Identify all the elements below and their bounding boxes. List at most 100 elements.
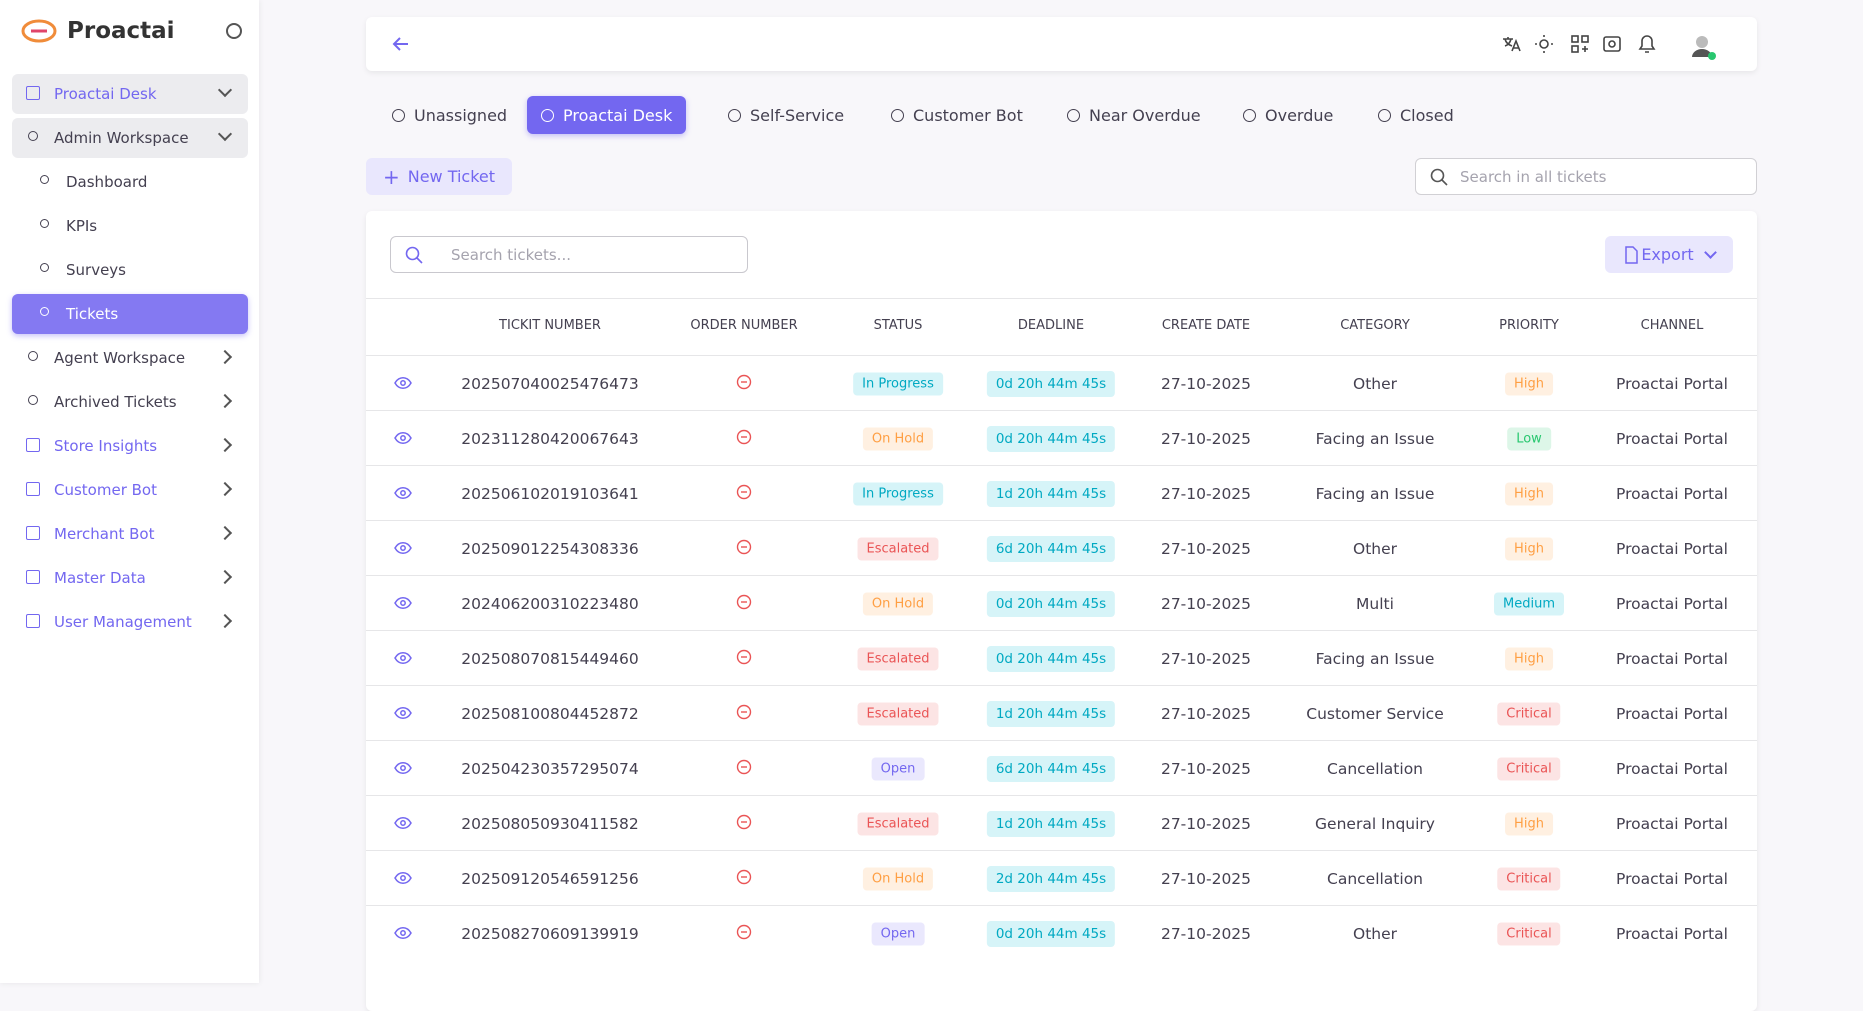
view-button[interactable] bbox=[394, 375, 412, 393]
eye-icon bbox=[394, 486, 412, 499]
eye-icon bbox=[394, 651, 412, 664]
cell-text: Facing an Issue bbox=[1315, 429, 1435, 448]
nav-item[interactable]: Dashboard bbox=[12, 162, 248, 202]
tab-icon bbox=[1243, 109, 1256, 122]
nav-item[interactable]: Archived Tickets bbox=[12, 382, 248, 422]
order-number-empty bbox=[736, 484, 752, 504]
nav-label: Proactai Desk bbox=[54, 85, 157, 103]
nav-item[interactable]: Tickets bbox=[12, 294, 248, 334]
cell-text: Proactai Portal bbox=[1616, 429, 1728, 448]
status-badge: Escalated bbox=[857, 647, 939, 670]
eye-icon bbox=[394, 431, 412, 444]
table-row: 202504230357295074 Open 6d 20h 44m 45s 27-1… bbox=[366, 740, 1757, 796]
priority-badge: Critical bbox=[1497, 867, 1561, 890]
view-button[interactable] bbox=[394, 485, 412, 503]
nav-item[interactable]: KPIs bbox=[12, 206, 248, 246]
nav-icon bbox=[26, 526, 40, 540]
view-button[interactable] bbox=[394, 595, 412, 613]
cell-text: 27-10-2025 bbox=[1160, 759, 1252, 778]
view-button[interactable] bbox=[394, 430, 412, 448]
empty-icon bbox=[736, 539, 752, 554]
order-number-empty bbox=[736, 594, 752, 614]
table-row: 202507040025476473 In Progress 0d 20h 44m … bbox=[366, 355, 1757, 411]
nav-label: User Management bbox=[54, 613, 192, 631]
global-search[interactable]: Search in all tickets bbox=[1415, 158, 1757, 195]
view-button[interactable] bbox=[394, 870, 412, 888]
tab[interactable]: Overdue bbox=[1229, 96, 1347, 134]
chevron bbox=[217, 569, 233, 585]
deadline-badge: 0d 20h 44m 45s bbox=[986, 920, 1116, 947]
priority-badge: High bbox=[1505, 537, 1553, 560]
priority-badge: High bbox=[1505, 372, 1553, 395]
deadline-badge: 0d 20h 44m 45s bbox=[986, 645, 1116, 672]
cell-text: Customer Service bbox=[1306, 704, 1444, 723]
tab[interactable]: Unassigned bbox=[378, 96, 521, 134]
tab[interactable]: Customer Bot bbox=[877, 96, 1037, 134]
cell-text: Proactai Portal bbox=[1616, 814, 1728, 833]
order-number-empty bbox=[736, 814, 752, 834]
tab-icon bbox=[541, 109, 554, 122]
chevron bbox=[217, 525, 233, 541]
nav-item[interactable]: Store Insights bbox=[12, 426, 248, 466]
nav-item[interactable]: Master Data bbox=[12, 558, 248, 598]
nav-icon bbox=[26, 438, 40, 452]
tab[interactable]: Closed bbox=[1364, 96, 1468, 134]
cell-text: Multi bbox=[1356, 594, 1394, 613]
column-header: CHANNEL bbox=[1640, 318, 1704, 333]
table-row: 202509120546591256 On Hold 2d 20h 44m 45s 2… bbox=[366, 850, 1757, 906]
tab[interactable]: Self-Service bbox=[714, 96, 858, 134]
cell-text: 202509012254308336 bbox=[461, 539, 639, 558]
priority-badge: High bbox=[1505, 647, 1553, 670]
search-icon bbox=[1430, 168, 1448, 186]
tab[interactable]: Near Overdue bbox=[1053, 96, 1215, 134]
view-button[interactable] bbox=[394, 705, 412, 723]
nav-item[interactable]: Surveys bbox=[12, 250, 248, 290]
priority-badge: High bbox=[1505, 482, 1553, 505]
collapse-toggle[interactable] bbox=[226, 23, 242, 39]
view-button[interactable] bbox=[394, 925, 412, 943]
status-badge: On Hold bbox=[862, 867, 934, 890]
deadline-badge: 6d 20h 44m 45s bbox=[986, 755, 1116, 782]
nav-item[interactable]: Admin Workspace bbox=[12, 118, 248, 158]
view-button[interactable] bbox=[394, 540, 412, 558]
cell-text: Other bbox=[1352, 374, 1398, 393]
nav-item[interactable]: Customer Bot bbox=[12, 470, 248, 510]
toolbar-icons bbox=[1503, 35, 1716, 60]
cell-text: 27-10-2025 bbox=[1160, 429, 1252, 448]
empty-icon bbox=[736, 649, 752, 664]
export-label: Export bbox=[1641, 245, 1694, 264]
nav-icon bbox=[40, 175, 49, 184]
table-search[interactable]: Search tickets... bbox=[390, 236, 748, 273]
deadline-badge: 0d 20h 44m 45s bbox=[986, 370, 1116, 397]
new-ticket-button[interactable]: + New Ticket bbox=[366, 158, 512, 195]
tab-label: Near Overdue bbox=[1089, 105, 1201, 125]
cell-text: 202508050930411582 bbox=[461, 814, 639, 833]
priority-badge: Critical bbox=[1497, 922, 1561, 945]
back-button[interactable] bbox=[392, 35, 410, 53]
view-button[interactable] bbox=[394, 815, 412, 833]
table-row: 202508270609139919 Open 0d 20h 44m 45s 27-1… bbox=[366, 905, 1757, 961]
nav-item[interactable]: User Management bbox=[12, 602, 248, 642]
order-number-empty bbox=[736, 649, 752, 669]
empty-icon bbox=[736, 704, 752, 719]
table-row: 202508050930411582 Escalated 1d 20h 44m 45… bbox=[366, 795, 1757, 851]
tab-icon bbox=[392, 109, 405, 122]
status-badge: Open bbox=[871, 757, 925, 780]
nav-item[interactable]: Proactai Desk bbox=[12, 74, 248, 114]
nav-label: Master Data bbox=[54, 569, 146, 587]
cell-text: 27-10-2025 bbox=[1160, 594, 1252, 613]
nav-item[interactable]: Merchant Bot bbox=[12, 514, 248, 554]
cell-text: 27-10-2025 bbox=[1160, 484, 1252, 503]
nav-item[interactable]: Agent Workspace bbox=[12, 338, 248, 378]
deadline-badge: 6d 20h 44m 45s bbox=[986, 535, 1116, 562]
view-button[interactable] bbox=[394, 760, 412, 778]
deadline-badge: 1d 20h 44m 45s bbox=[986, 700, 1116, 727]
tab[interactable]: Proactai Desk bbox=[527, 96, 687, 134]
nav-label: KPIs bbox=[66, 217, 98, 235]
export-button[interactable]: Export bbox=[1605, 236, 1733, 273]
nav-icon bbox=[26, 614, 40, 628]
cell-text: Proactai Portal bbox=[1616, 869, 1728, 888]
nav-icon bbox=[26, 482, 40, 496]
tab-icon bbox=[728, 109, 741, 122]
view-button[interactable] bbox=[394, 650, 412, 668]
